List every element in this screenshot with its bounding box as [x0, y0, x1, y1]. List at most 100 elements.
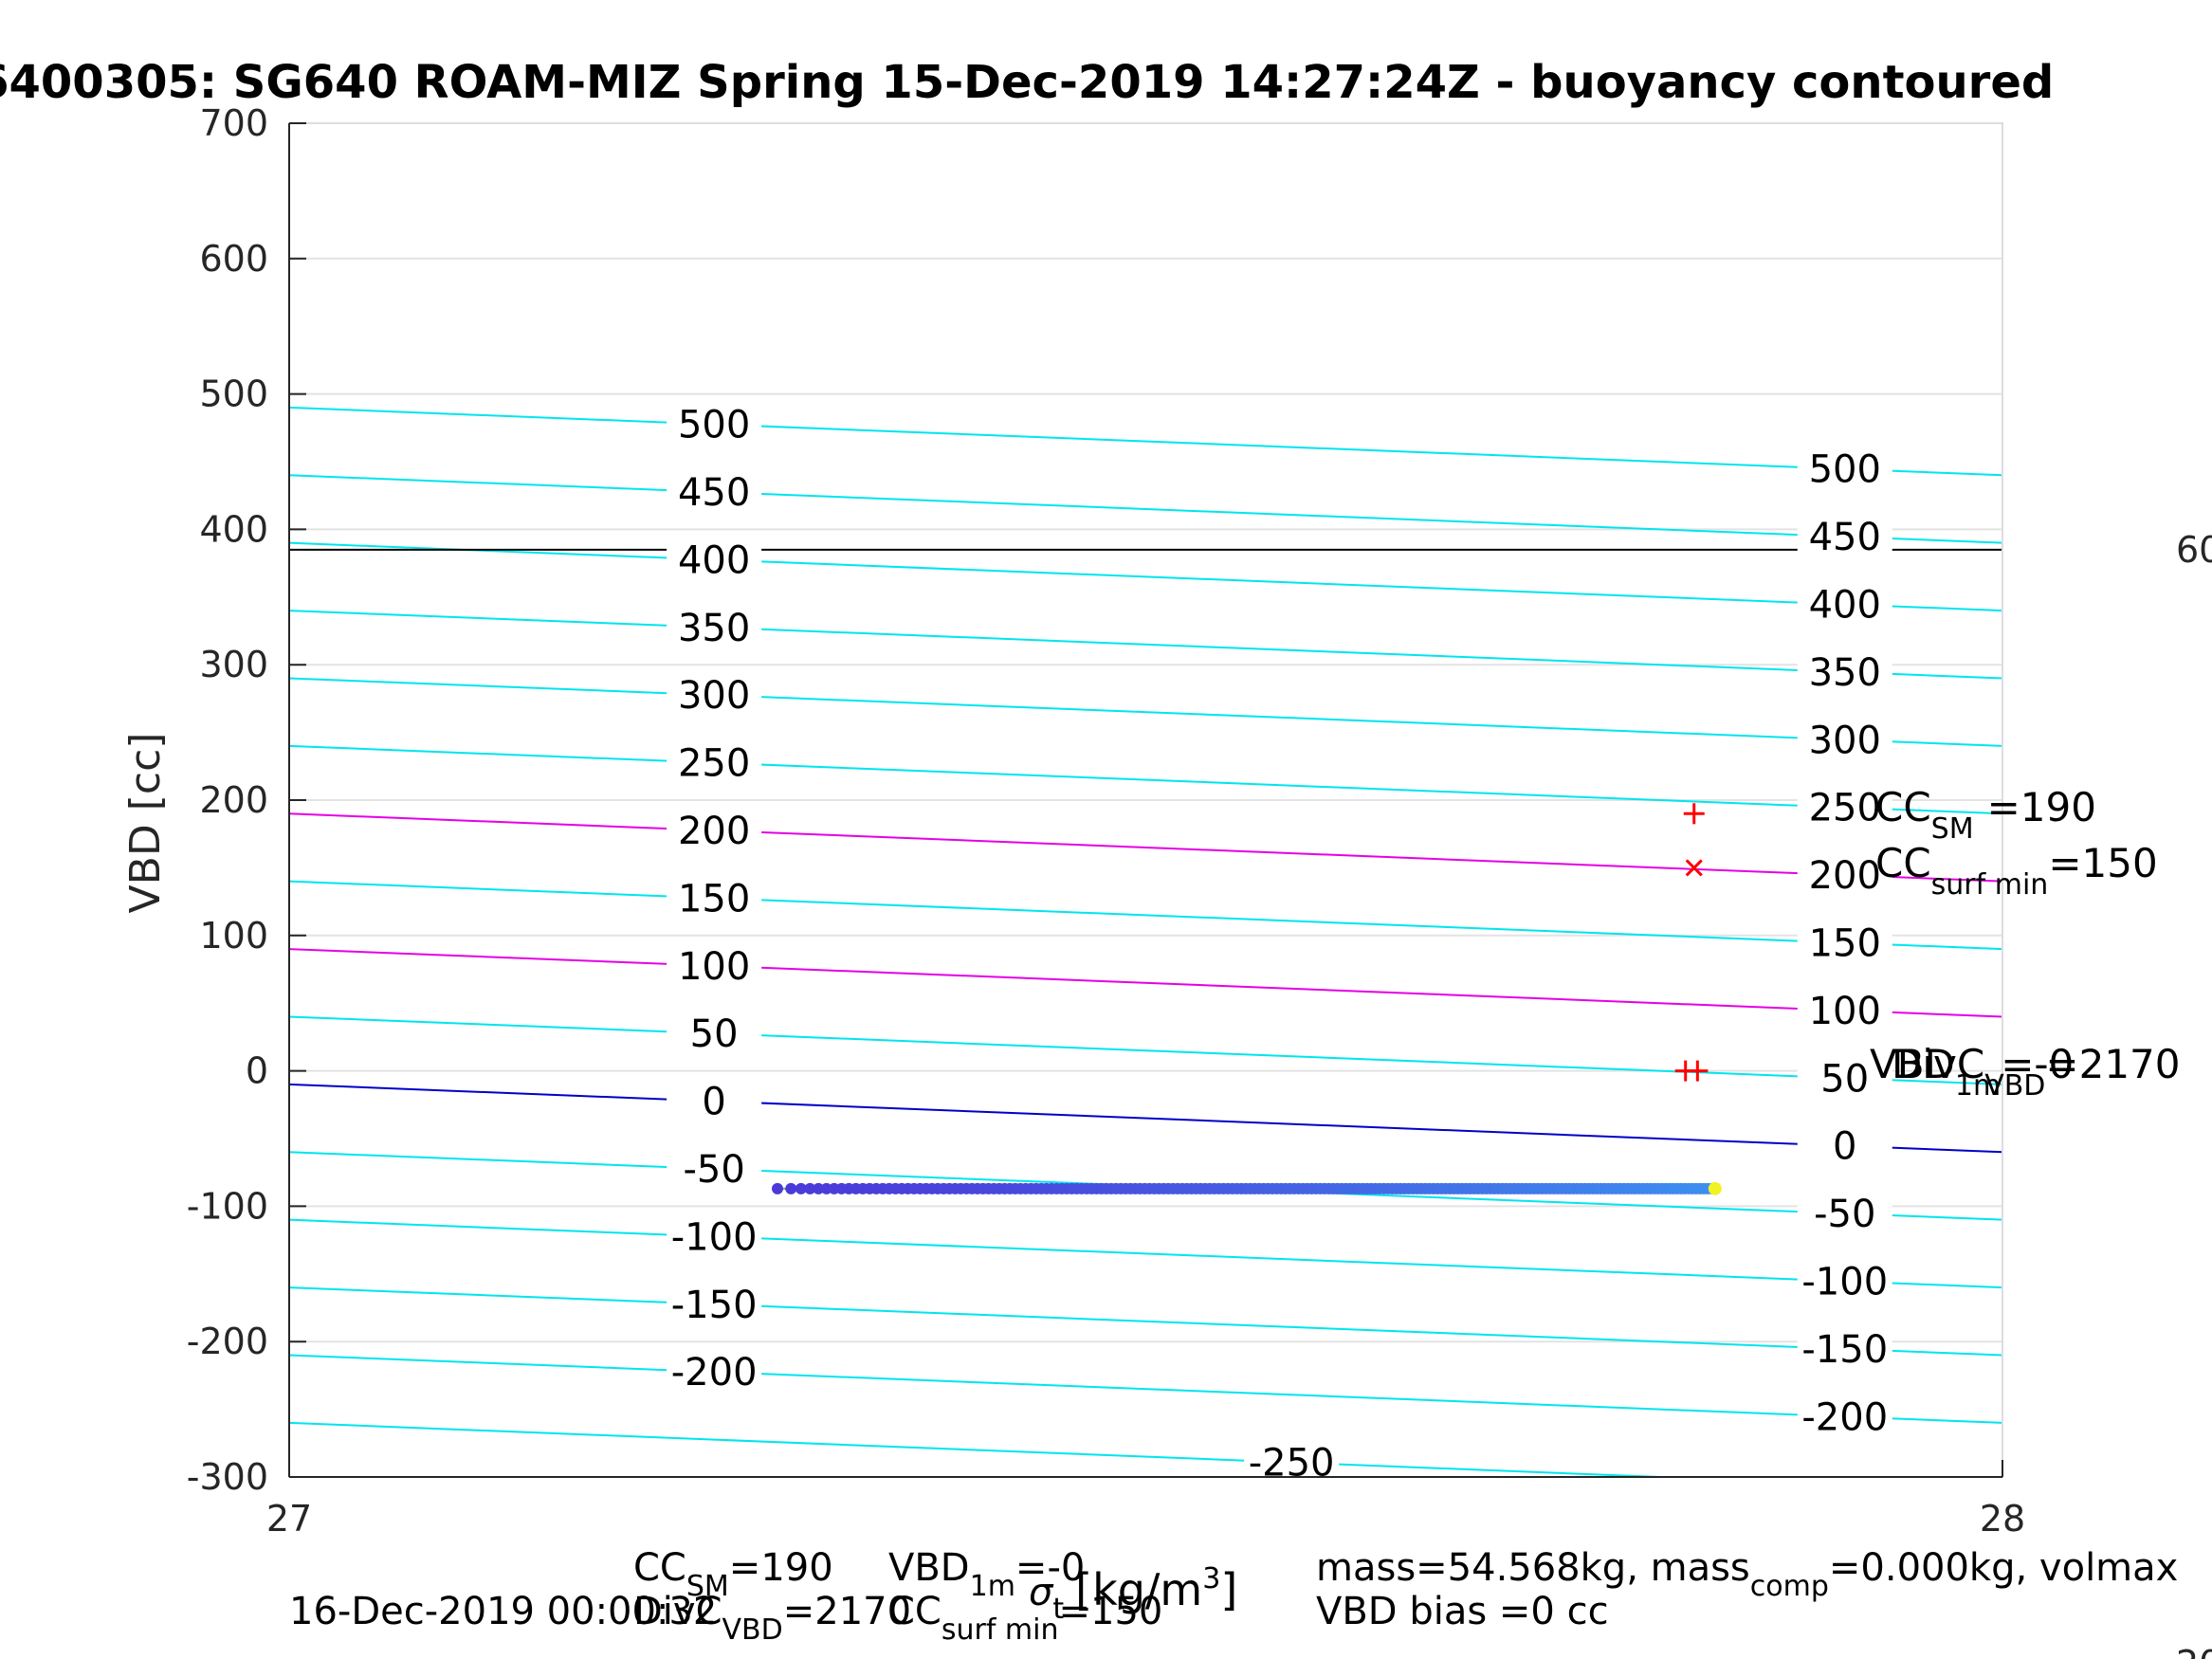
data-point: [804, 1182, 816, 1194]
contour-label: 150: [1809, 922, 1881, 966]
svg-text:CCsurf min=150: CCsurf min=150: [1875, 840, 2158, 902]
contour-label: 50: [690, 1012, 739, 1056]
contour-line: [288, 1421, 1660, 1478]
contour-label: 450: [678, 471, 750, 515]
contour-line: [288, 948, 2003, 1018]
y-tick-label: -100: [187, 1185, 268, 1227]
svg-text:CCSM=190: CCSM =190: [1875, 784, 2096, 846]
right-edge-label: 60: [2176, 529, 2212, 571]
vbd-overlap-annotation: VBD1m=-0 DivCVBD=2170: [1870, 1041, 2181, 1103]
contour-label-bg: [667, 1215, 762, 1258]
contour-label: 400: [1809, 584, 1881, 628]
data-point-last: [1708, 1181, 1722, 1195]
contour-label: 250: [678, 742, 750, 786]
y-tick-label: 300: [199, 644, 268, 685]
contour-label-bg: [1797, 516, 1892, 558]
footer-date: 16-Dec-2019 00:00:32: [289, 1590, 717, 1633]
contour-label-bg: [1797, 921, 1892, 964]
data-point: [771, 1182, 783, 1194]
contour-label-bg: [667, 1147, 762, 1190]
contour-label: -50: [1814, 1193, 1875, 1236]
x-ticks: 27 28: [266, 1460, 2025, 1540]
contour-label: 100: [1809, 990, 1881, 1033]
contour-label: 450: [1809, 516, 1881, 559]
y-axis-label: VBD [cc]: [121, 733, 170, 914]
contour-line: [288, 1083, 2003, 1154]
contour-label-bg: [667, 1012, 762, 1055]
contour-label: -50: [683, 1148, 744, 1192]
contour-label-bg: [667, 674, 762, 717]
contour-label-bg: [1797, 1327, 1892, 1370]
y-tick-label: -300: [187, 1456, 268, 1498]
contour-label-bg: [1797, 1124, 1892, 1167]
contour-label-bg: [1797, 447, 1892, 490]
contour-label: 300: [678, 674, 750, 718]
contour-label: 150: [678, 877, 750, 921]
svg-text:DivCVBD=2170: DivCVBD=2170: [1892, 1041, 2181, 1103]
y-ticks: -300 -200 -100 0 100 200 300 400 500 600 700: [187, 102, 306, 1498]
contour-label-bg: [667, 403, 762, 446]
contour-line: [288, 474, 2003, 544]
contour-label-bg: [667, 741, 762, 784]
contour-label-bg: [1797, 1260, 1892, 1303]
contour-label-bg: [1797, 786, 1892, 829]
contour-label: 350: [678, 607, 750, 650]
contour-label-bg: [667, 1351, 762, 1394]
contour-label-bg: [667, 944, 762, 987]
contour-label-bg: [1797, 1057, 1892, 1100]
footer-cc-sm: CCSM=190: [633, 1546, 833, 1603]
plus-marker: [1687, 1060, 1709, 1082]
footer-vbd-1m: VBD1m=-0: [888, 1546, 1085, 1603]
y-tick-label: 600: [199, 238, 268, 280]
contour-label: -250: [1249, 1442, 1335, 1486]
contour-label-bg: [1797, 1395, 1892, 1438]
contour-label: 500: [678, 404, 750, 447]
footer-cc-surfmin: CCsurf min=150: [888, 1590, 1162, 1647]
contour-label: -200: [671, 1351, 758, 1395]
contour-label-bg: [667, 606, 762, 648]
contour-label: 500: [1809, 448, 1881, 492]
data-point: [795, 1182, 807, 1194]
contour-line: [288, 1218, 2003, 1289]
contour-line: [288, 812, 2003, 883]
contour-label: 350: [1809, 651, 1881, 695]
cc-sm-annotation: CCSM =190: [1875, 784, 2096, 846]
contour-label: 200: [678, 810, 750, 853]
contour-labels: -250 -200 -200 -150 -150 -100 -100 -50 -50 0 0 50 50…: [667, 403, 1892, 1486]
contour-label: -100: [671, 1215, 758, 1259]
contour-label: 400: [678, 538, 750, 582]
contour-label: -100: [1801, 1261, 1888, 1304]
footer: 16-Dec-2019 00:00:32 CCSM=190 DivCVBD=21…: [289, 1546, 2178, 1647]
contour-label-bg: [667, 809, 762, 851]
contour-line: [288, 541, 2003, 612]
contour-label-bg: [667, 470, 762, 513]
contour-line: [288, 610, 2003, 680]
contour-label-bg: [667, 1283, 762, 1325]
contour-label: 250: [1809, 787, 1881, 830]
data-point: [813, 1182, 825, 1194]
contour-label: 0: [1833, 1125, 1856, 1169]
contour-line: [288, 1286, 2003, 1357]
y-tick-label: 700: [199, 102, 268, 144]
cross-marker: [1685, 859, 1703, 877]
contour-label-bg: [667, 1080, 762, 1122]
y-tick-label: -200: [187, 1321, 268, 1362]
plus-marker: [1683, 803, 1705, 825]
x-tick-label: 28: [1980, 1498, 2025, 1540]
contour-label-bg: [1797, 854, 1892, 897]
data-series: [771, 1181, 1722, 1195]
contour-label-bg: [667, 877, 762, 920]
contour-label-bg: [1797, 719, 1892, 761]
svg-text:VBD1m=-0: VBD1m=-0: [1870, 1041, 2074, 1103]
data-point: [785, 1182, 797, 1194]
cc-surfmin-annotation: CCsurf min=150: [1875, 840, 2158, 902]
contour-line: [288, 1015, 2003, 1085]
contour-lines: [288, 406, 2003, 1478]
markers: [1674, 803, 1709, 1082]
chart-title: p6400305: SG640 ROAM-MIZ Spring 15-Dec-2…: [0, 56, 2054, 109]
x-tick-label: 27: [266, 1498, 312, 1540]
contour-line: [288, 677, 2003, 747]
contour-label: -150: [1801, 1328, 1888, 1372]
grid: [289, 122, 2002, 1478]
marker-stroke: [1685, 859, 1703, 877]
